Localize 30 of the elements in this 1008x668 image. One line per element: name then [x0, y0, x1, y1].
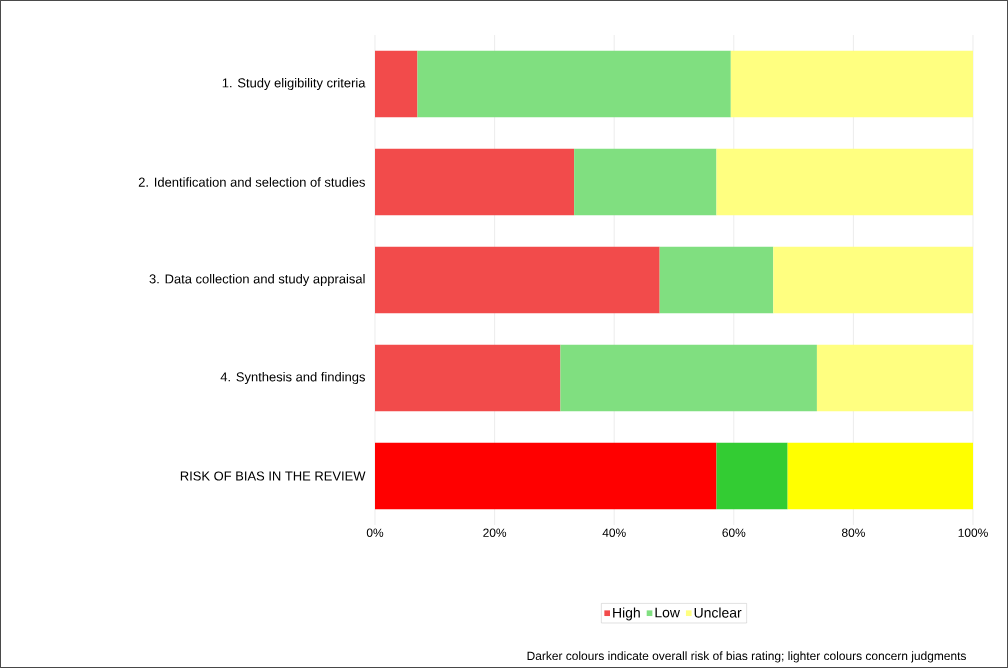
y-tick-label: 3. Data collection and study appraisal [149, 273, 365, 287]
legend-label: High [613, 607, 640, 621]
bar [375, 246, 660, 314]
x-tick-label: 40% [602, 528, 626, 537]
bar [816, 344, 974, 412]
x-tick-label: 0% [366, 528, 384, 537]
y-tick-label: 4. Synthesis and findings [220, 371, 365, 385]
x-tick-label: 100% [958, 528, 988, 537]
bar [560, 344, 817, 412]
text: Darker colours indicate overall risk of bias rating; lighter colours concern judgments [527, 651, 966, 663]
y-tick-label: 1. Study eligibility criteria [222, 77, 366, 91]
x-tick-label: 80% [841, 528, 865, 537]
bar [659, 246, 774, 314]
bar [574, 148, 717, 216]
bar [787, 442, 974, 510]
bar [417, 50, 731, 118]
bar [716, 148, 974, 216]
y-tick-label: RISK OF BIAS IN THE REVIEW [180, 471, 366, 481]
bar [375, 442, 717, 510]
y-tick-label: 2. Identification and selection of studies [138, 177, 365, 187]
bar [375, 148, 575, 216]
x-tick-label: 20% [483, 528, 507, 537]
x-tick-label: 60% [722, 528, 746, 537]
bar [375, 50, 418, 118]
legend-label: Unclear [694, 607, 742, 618]
legend-label: Low [655, 607, 680, 618]
bar [773, 246, 974, 314]
bar [375, 344, 561, 412]
bar [716, 442, 788, 510]
bar [730, 50, 974, 118]
